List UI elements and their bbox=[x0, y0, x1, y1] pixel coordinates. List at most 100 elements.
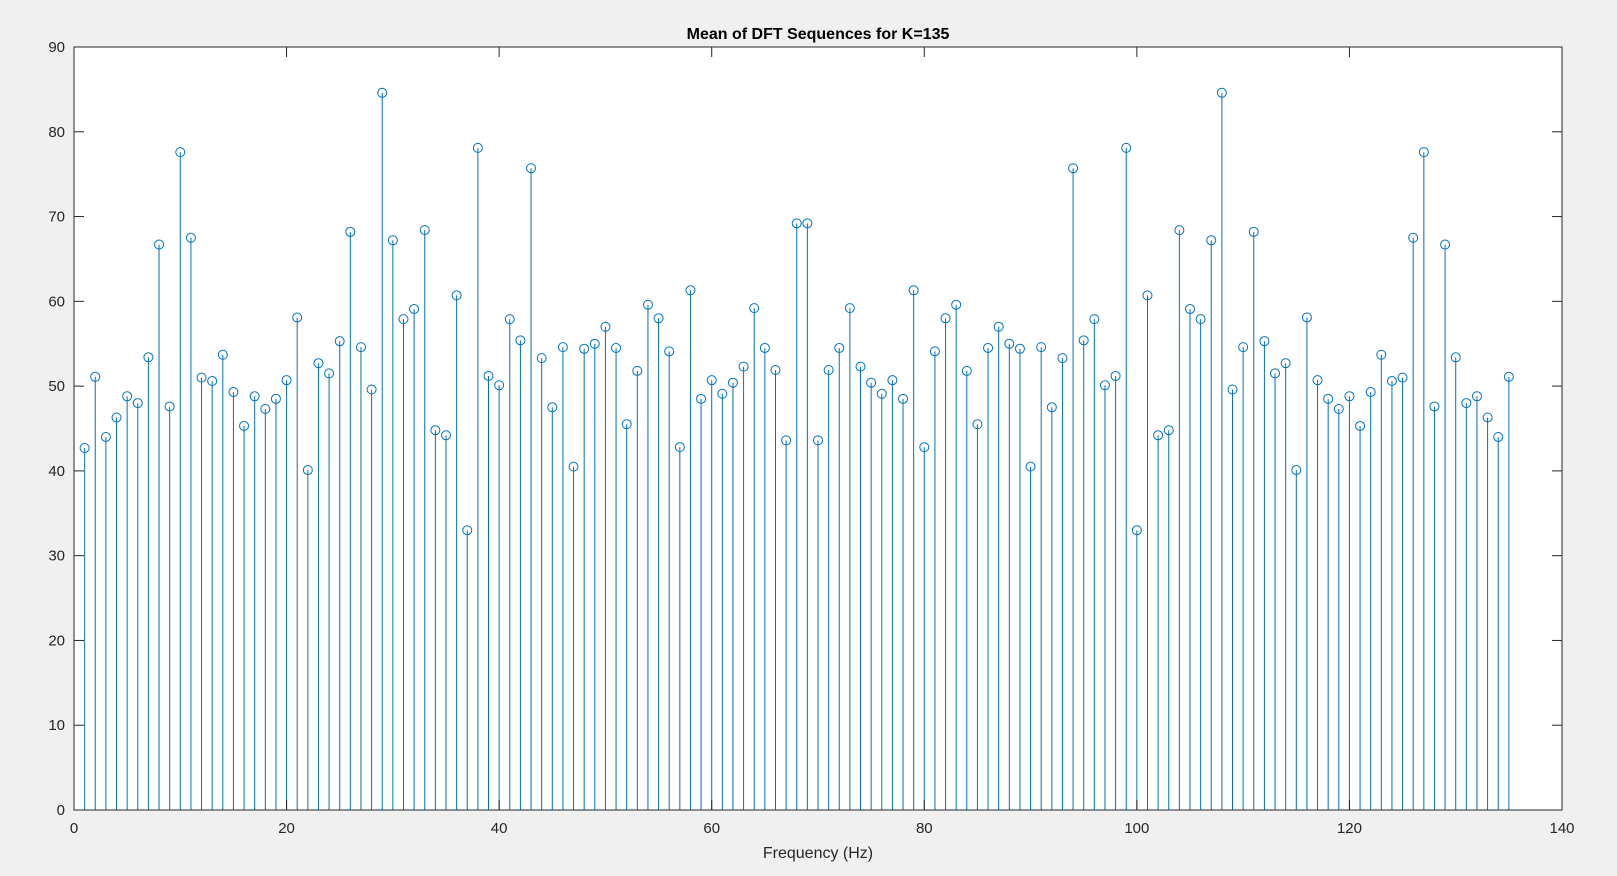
stem-marker bbox=[483, 370, 494, 381]
stem-marker bbox=[228, 387, 239, 398]
stem-marker bbox=[1121, 142, 1132, 153]
stem-marker bbox=[249, 391, 260, 402]
stem-marker bbox=[239, 420, 250, 431]
y-tick-label: 80 bbox=[48, 124, 65, 141]
stem-marker bbox=[207, 376, 218, 387]
stem-marker bbox=[1174, 225, 1185, 236]
stem-marker bbox=[281, 375, 292, 386]
markers-group bbox=[79, 87, 1514, 536]
stem-marker bbox=[1450, 352, 1461, 363]
stem-marker bbox=[1068, 163, 1079, 174]
stem-marker bbox=[472, 142, 483, 153]
stem-marker bbox=[929, 346, 940, 357]
y-tick-label: 60 bbox=[48, 293, 65, 310]
y-tick-label: 40 bbox=[48, 463, 65, 480]
stem-marker bbox=[1259, 336, 1270, 347]
stem-marker bbox=[441, 430, 451, 441]
x-tick-label: 80 bbox=[916, 820, 933, 837]
stem-marker bbox=[579, 343, 590, 354]
x-tick-label: 120 bbox=[1337, 820, 1362, 837]
stem-marker bbox=[961, 365, 972, 376]
stem-marker bbox=[898, 393, 909, 404]
stem-marker bbox=[1386, 376, 1397, 387]
stem-marker bbox=[292, 312, 303, 323]
stems-group bbox=[84, 92, 1510, 810]
stem-marker bbox=[1408, 232, 1419, 243]
stem-marker bbox=[175, 147, 186, 158]
stem-marker bbox=[1089, 314, 1100, 325]
stem-marker bbox=[1270, 368, 1281, 379]
stem-marker bbox=[398, 314, 409, 325]
stem-marker bbox=[1355, 420, 1366, 431]
stem-marker bbox=[834, 342, 845, 353]
stem-marker bbox=[1078, 335, 1089, 346]
stem-marker bbox=[1376, 349, 1387, 360]
stem-marker bbox=[122, 391, 133, 402]
stem-marker bbox=[1397, 372, 1408, 383]
stem-marker bbox=[1461, 398, 1472, 409]
stem-marker bbox=[813, 435, 823, 446]
stem-marker bbox=[536, 353, 547, 364]
stem-marker bbox=[1333, 404, 1344, 415]
stem-marker bbox=[1312, 375, 1323, 386]
stem-marker bbox=[600, 321, 611, 332]
x-tick-label: 20 bbox=[278, 820, 295, 837]
x-tick-label: 60 bbox=[703, 820, 720, 837]
stem-marker bbox=[1014, 343, 1025, 354]
stem-marker bbox=[1440, 239, 1451, 250]
stem-marker bbox=[1301, 312, 1312, 323]
y-tick-label: 20 bbox=[48, 632, 65, 649]
stem-marker bbox=[1418, 147, 1429, 158]
stem-marker bbox=[1216, 87, 1227, 98]
stem-marker bbox=[706, 375, 717, 386]
y-axis-ticks: 0 10 20 30 40 50 60 70 80 90 bbox=[48, 39, 1562, 819]
stem-marker bbox=[1344, 391, 1355, 402]
stem-marker bbox=[196, 372, 207, 383]
stem-marker bbox=[324, 368, 335, 379]
x-tick-label: 140 bbox=[1549, 820, 1574, 837]
stem-marker bbox=[111, 412, 122, 423]
stem-marker bbox=[1429, 401, 1440, 412]
stem-marker bbox=[1195, 314, 1206, 325]
stem-marker bbox=[270, 393, 281, 404]
stem-marker bbox=[409, 303, 420, 314]
stem-marker bbox=[345, 226, 356, 237]
stem-marker bbox=[1248, 226, 1259, 237]
stem-marker bbox=[866, 377, 877, 388]
stem-marker bbox=[727, 377, 738, 388]
stem-marker bbox=[589, 338, 600, 349]
stem-marker bbox=[823, 365, 834, 376]
stem-marker bbox=[451, 290, 462, 301]
stem-marker bbox=[770, 365, 781, 376]
stem-marker bbox=[143, 352, 154, 363]
stem-marker bbox=[79, 442, 90, 453]
stem-marker bbox=[1493, 431, 1504, 442]
stem-marker bbox=[855, 361, 866, 372]
stem-marker bbox=[504, 314, 515, 325]
stem-marker bbox=[993, 321, 1004, 332]
y-tick-label: 70 bbox=[48, 209, 65, 226]
stem-marker bbox=[749, 303, 760, 314]
stem-marker bbox=[334, 336, 345, 347]
stem-marker bbox=[781, 435, 792, 446]
stem-marker bbox=[547, 402, 558, 413]
stem-marker bbox=[355, 342, 366, 353]
stem-marker bbox=[717, 388, 728, 399]
stem-marker bbox=[1046, 402, 1057, 413]
stem-marker bbox=[1227, 384, 1238, 395]
stem-marker bbox=[844, 303, 855, 314]
x-tick-label: 100 bbox=[1124, 820, 1149, 837]
stem-marker bbox=[674, 442, 685, 453]
stem-marker bbox=[1153, 430, 1164, 441]
stem-marker bbox=[494, 380, 505, 391]
x-axis-label: Frequency (Hz) bbox=[763, 845, 873, 862]
stem-marker bbox=[313, 358, 324, 369]
stem-marker bbox=[1036, 342, 1047, 353]
y-tick-label: 0 bbox=[57, 802, 65, 819]
stem-marker bbox=[164, 401, 175, 412]
stem-marker bbox=[557, 342, 568, 353]
stem-marker bbox=[568, 461, 579, 472]
stem-marker bbox=[972, 419, 983, 430]
stem-marker bbox=[1365, 387, 1376, 398]
stem-marker bbox=[1482, 412, 1493, 423]
